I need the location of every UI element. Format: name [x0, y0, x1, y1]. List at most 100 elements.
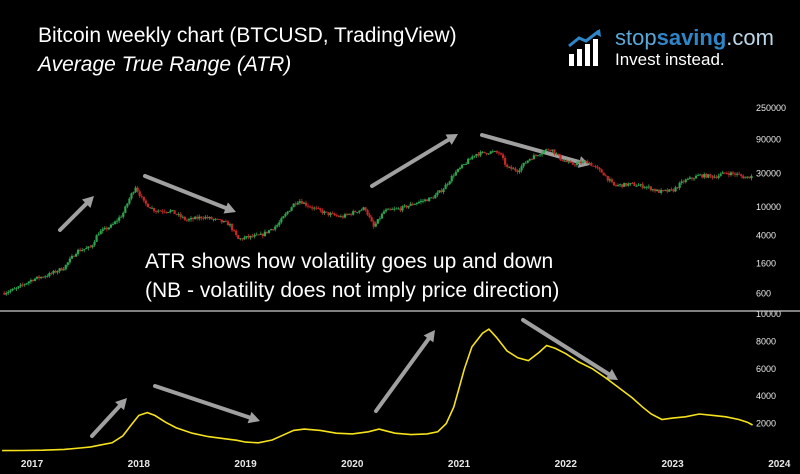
price-candle-75 [157, 209, 160, 214]
annotation-line-1: ATR shows how volatility goes up and dow… [145, 250, 554, 273]
price-candle-37 [79, 247, 82, 252]
price-candle-161 [333, 212, 336, 217]
price-candle-53 [111, 222, 115, 226]
price-candle-266 [549, 149, 552, 153]
price-candle-32 [68, 256, 71, 265]
price-candle-352 [725, 171, 728, 175]
price-candle-40 [85, 245, 88, 250]
price-candle-12 [27, 280, 30, 286]
price-candle-279 [575, 161, 579, 168]
price-candle-137 [284, 212, 287, 218]
price-candle-205 [423, 198, 427, 203]
price-candle-253 [522, 162, 525, 169]
price-candle-171 [354, 210, 357, 213]
price-candle-328 [676, 187, 679, 190]
price-candle-332 [684, 178, 687, 184]
price-candle-298 [614, 184, 618, 187]
price-candle-84 [175, 213, 178, 216]
price-candle-81 [169, 209, 172, 214]
chart-subtitle: Average True Range (ATR) [38, 53, 292, 76]
price-candle-256 [528, 158, 531, 162]
price-candle-15 [33, 277, 37, 282]
price-tick-1: 90000 [756, 134, 781, 144]
price-candle-239 [493, 150, 496, 153]
price-candle-258 [532, 153, 535, 160]
price-tick-5: 1600 [756, 258, 776, 268]
price-candle-174 [360, 208, 363, 211]
price-candle-20 [44, 275, 47, 279]
price-candle-277 [571, 161, 574, 166]
price-candle-88 [183, 215, 186, 221]
price-candle-120 [249, 235, 252, 240]
price-candle-287 [592, 165, 595, 167]
price-candle-141 [292, 203, 295, 208]
price-candle-194 [401, 205, 404, 213]
price-candle-201 [415, 202, 418, 206]
price-candle-270 [557, 153, 560, 156]
trend-arrow-4 [90, 398, 127, 438]
price-candle-63 [132, 191, 135, 195]
price-candle-68 [142, 196, 145, 203]
price-candle-125 [259, 231, 262, 236]
atr-tick-1: 8000 [756, 336, 776, 346]
price-candle-207 [428, 197, 431, 202]
price-candle-235 [485, 152, 488, 156]
price-candle-216 [446, 182, 449, 187]
price-candle-131 [272, 228, 275, 232]
price-candle-361 [744, 176, 747, 179]
price-candle-262 [540, 150, 544, 157]
price-candle-152 [315, 205, 318, 211]
price-candle-275 [567, 160, 570, 164]
price-candle-311 [641, 182, 644, 190]
price-candle-188 [389, 207, 392, 211]
trend-arrow-5 [153, 384, 260, 424]
price-candle-94 [196, 214, 199, 221]
price-candle-151 [313, 206, 316, 211]
price-candle-250 [516, 169, 519, 175]
price-candle-218 [450, 174, 453, 183]
price-candle-225 [465, 161, 468, 165]
price-candle-136 [282, 215, 285, 219]
price-candle-322 [664, 189, 667, 192]
price-candle-255 [526, 160, 529, 164]
price-candle-356 [733, 172, 737, 178]
price-candle-101 [210, 216, 213, 220]
brand-logo[interactable]: stopsaving.com Invest instead. [567, 25, 782, 74]
price-candle-317 [653, 188, 657, 193]
price-candle-121 [251, 233, 254, 238]
price-candle-162 [335, 213, 338, 218]
price-candle-71 [148, 206, 152, 209]
price-candle-273 [563, 158, 566, 162]
trend-arrow-7 [521, 318, 618, 380]
trend-arrow-1 [143, 174, 236, 214]
price-candle-50 [105, 226, 108, 232]
price-candle-254 [524, 161, 527, 164]
price-candle-234 [483, 151, 486, 154]
price-candle-259 [534, 153, 538, 157]
price-candle-17 [37, 275, 41, 281]
price-candle-342 [705, 172, 708, 179]
price-candle-249 [514, 166, 517, 172]
price-candle-180 [372, 219, 375, 229]
price-candle-233 [481, 151, 484, 154]
time-tick-6: 2023 [661, 459, 684, 470]
price-candle-22 [48, 271, 51, 278]
price-candle-285 [588, 161, 591, 165]
price-candle-166 [343, 212, 347, 219]
price-candle-78 [163, 209, 166, 214]
price-candle-138 [286, 210, 289, 216]
price-candle-221 [456, 168, 460, 173]
price-candle-291 [600, 168, 603, 173]
price-candle-26 [56, 270, 59, 275]
price-candle-339 [699, 173, 702, 176]
price-candle-237 [489, 150, 492, 155]
price-candle-92 [191, 216, 195, 222]
price-candle-173 [358, 210, 361, 214]
price-candle-219 [452, 173, 455, 179]
price-candle-303 [625, 182, 628, 187]
trend-arrow-0 [58, 196, 94, 232]
atr-tick-2: 6000 [756, 364, 776, 374]
price-candle-33 [70, 254, 74, 260]
price-candle-133 [276, 223, 279, 228]
price-candle-1 [5, 291, 8, 296]
